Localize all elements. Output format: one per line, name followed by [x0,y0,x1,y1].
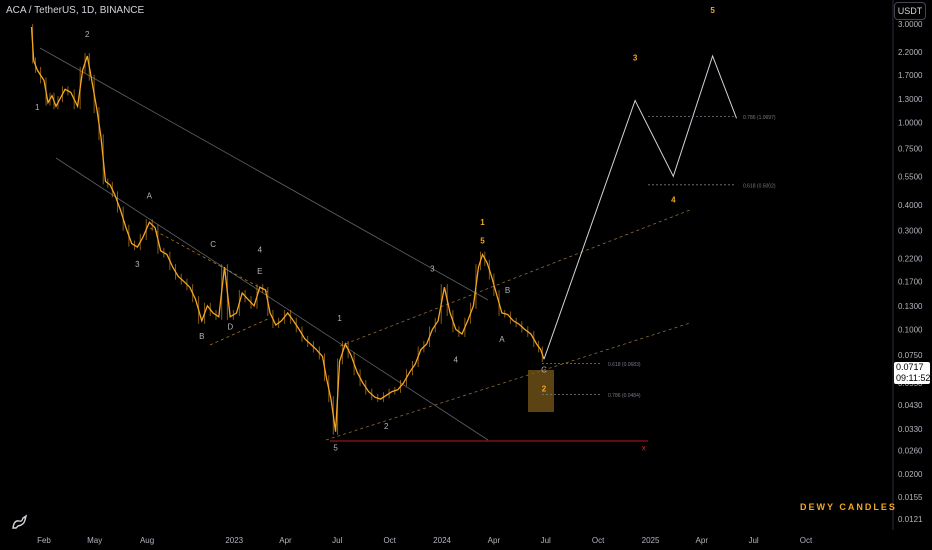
wave-label: 4 [454,356,459,365]
wave-label: D [227,322,233,331]
wave-label: 5 [333,443,338,452]
price-series-layer [30,24,545,435]
wave-label: 2 [85,30,90,39]
y-tick-label: 1.7000 [898,71,923,80]
axes-layer: 3.0000 2.2000 1.7000 1.3000 1.0000 0.7500 0.55… [37,0,923,545]
y-tick-label: 0.0430 [898,401,923,410]
correction-line-lower [209,317,271,346]
y-tick-label: 0.0200 [898,470,923,479]
tradingview-logo-icon[interactable] [10,512,30,530]
correction-line-upper [149,227,269,293]
watermark-text: DEWY CANDLES [800,502,897,512]
x-tick-label: Oct [800,536,813,545]
wave-label: 3 [633,53,638,62]
currency-button[interactable]: USDT [894,2,926,20]
trendlines-layer [39,47,691,442]
wave-label: 3 [135,260,140,269]
x-tick-label: Apr [279,536,292,545]
y-tick-label: 0.1000 [898,325,923,334]
wave-label: 4 [671,196,676,205]
y-tick-label: 0.0330 [898,425,923,434]
y-tick-label: 0.1300 [898,302,923,311]
y-tick-label: 0.0121 [898,515,923,524]
projection-path [543,54,737,360]
fib-level-label: 0.618 (0.0683) [608,362,641,368]
projection-layer: 0.618 (0.0683) 0.786 (0.0484) 0.618 (0.500… [542,54,776,399]
symbol-title: ACA / TetherUS, 1D, BINANCE [6,5,145,16]
last-price-tag: 0.0717 09:11:52 [894,362,930,384]
price-line [30,26,545,432]
x-tick-label: Oct [592,536,605,545]
x-tick-label: Aug [140,536,154,545]
y-tick-label: 0.5500 [898,172,923,181]
wave-label: A [499,335,505,344]
x-tick-label: Oct [383,536,396,545]
channel-upper-line [39,47,489,301]
y-tick-label: 1.3000 [898,95,923,104]
x-tick-label: Apr [488,536,501,545]
wave-labels-layer: 1 2 3 A B C D E 4 5 1 2 3 4 5 1 A B C 2 3 4 5 x [35,6,715,453]
wave-label: B [505,286,510,295]
wave-label: 1 [35,103,40,112]
x-tick-label: 2025 [642,536,660,545]
x-tick-label: Jul [748,536,758,545]
wave-label: 1 [480,218,485,227]
target-zone-box [528,370,554,412]
x-tick-label: Feb [37,536,51,545]
x-tick-label: 2024 [433,536,451,545]
wave-label: B [199,332,204,341]
y-tick-label: 0.0260 [898,446,923,455]
x-tick-label: Apr [696,536,709,545]
wave-label: C [541,365,547,374]
fib-level-label: 0.618 (0.5002) [743,183,776,189]
y-tick-label: 0.1700 [898,278,923,287]
x-tick-label: Jul [332,536,342,545]
bar-countdown: 09:11:52 [896,373,931,383]
channel-lower-line [55,157,489,441]
wave-label: 4 [258,246,263,255]
wave-label: 2 [384,422,389,431]
y-tick-label: 0.4000 [898,201,923,210]
wave-label: 5 [710,6,715,15]
fib-level-label: 0.786 (1.0697) [743,115,776,121]
x-tick-label: 2023 [225,536,243,545]
wave-label: 5 [480,237,485,246]
y-tick-label: 0.0750 [898,351,923,360]
y-tick-label: 2.2000 [898,48,923,57]
y-tick-label: 0.3000 [898,227,923,236]
x-tick-label: Jul [541,536,551,545]
wave-label: 3 [430,265,435,274]
fib-level-label: 0.786 (0.0484) [608,393,641,399]
last-price-value: 0.0717 [896,362,924,372]
wave-label: C [210,240,216,249]
new-channel-lower [325,322,691,441]
wave-label: E [257,267,262,276]
y-tick-label: 3.0000 [898,20,923,29]
y-tick-label: 1.0000 [898,119,923,128]
wave-label: A [147,191,153,200]
y-tick-label: 0.2200 [898,255,923,264]
x-tick-label: May [87,536,102,545]
wave-label: x [642,443,646,452]
y-tick-label: 0.7500 [898,144,923,153]
y-tick-label: 0.0155 [898,493,923,502]
new-channel-upper [339,209,691,347]
wave-label: 1 [337,314,342,323]
wave-label: 2 [542,385,547,394]
